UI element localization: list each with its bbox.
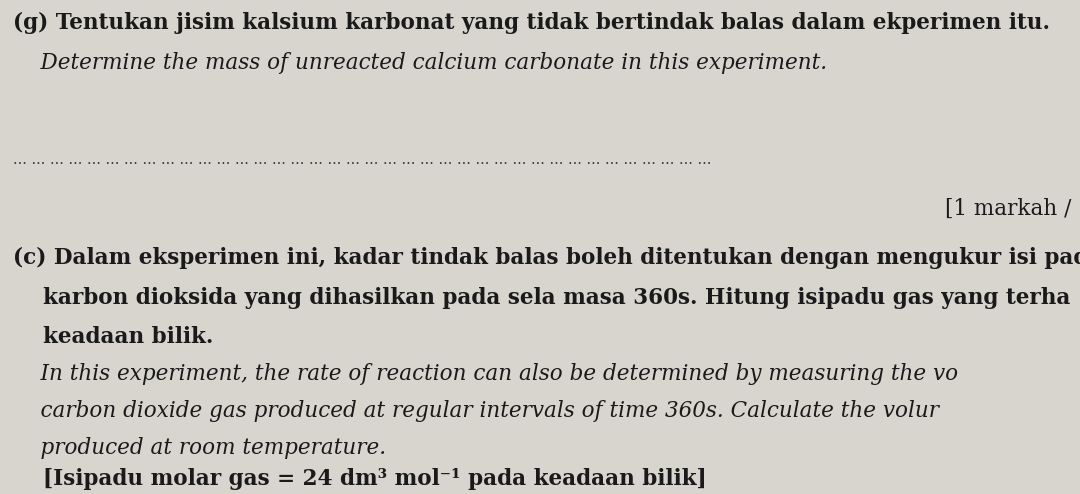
- Text: (g) Tentukan jisim kalsium karbonat yang tidak bertindak balas dalam ekperimen i: (g) Tentukan jisim kalsium karbonat yang…: [13, 12, 1050, 35]
- Text: keadaan bilik.: keadaan bilik.: [13, 326, 214, 348]
- Text: ... ... ... ... ... ... ... ... ... ... ... ... ... ... ... ... ... ... ... ... : ... ... ... ... ... ... ... ... ... ... …: [13, 153, 712, 167]
- Text: Determine the mass of unreacted calcium carbonate in this experiment.: Determine the mass of unreacted calcium …: [13, 52, 827, 74]
- Text: In this experiment, the rate of reaction can also be determined by measuring the: In this experiment, the rate of reaction…: [13, 363, 958, 385]
- Text: karbon dioksida yang dihasilkan pada sela masa 360s. Hitung isipadu gas yang ter: karbon dioksida yang dihasilkan pada sel…: [13, 287, 1070, 309]
- Text: (c) Dalam eksperimen ini, kadar tindak balas boleh ditentukan dengan mengukur is: (c) Dalam eksperimen ini, kadar tindak b…: [13, 247, 1080, 269]
- Text: [Isipadu molar gas = 24 dm³ mol⁻¹ pada keadaan bilik]: [Isipadu molar gas = 24 dm³ mol⁻¹ pada k…: [13, 468, 706, 491]
- Text: carbon dioxide gas produced at regular intervals of time 360s. Calculate the vol: carbon dioxide gas produced at regular i…: [13, 400, 939, 422]
- Text: produced at room temperature.: produced at room temperature.: [13, 437, 386, 459]
- Text: [1 markah /: [1 markah /: [945, 198, 1071, 220]
